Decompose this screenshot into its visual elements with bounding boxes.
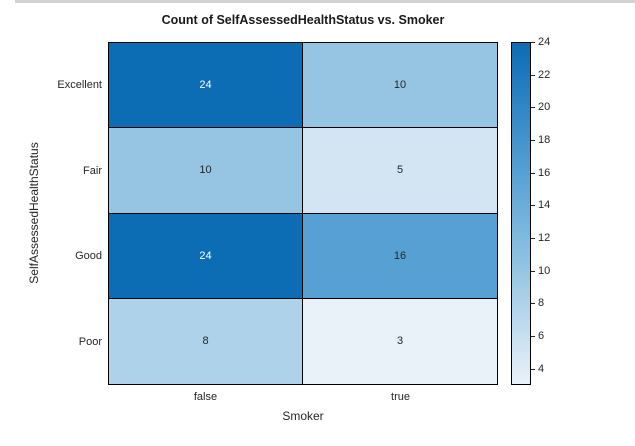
heatmap-cell: 10	[303, 43, 497, 129]
colorbar-tick-mark	[531, 74, 535, 76]
colorbar-tick-label: 22	[538, 68, 551, 81]
colorbar-tick-mark	[531, 368, 535, 370]
heatmap-cell-value: 10	[393, 79, 407, 92]
heatmap-cell: 3	[303, 298, 497, 384]
colorbar	[511, 42, 531, 385]
colorbar-tick-mark	[531, 238, 535, 239]
heatmap-cell-value: 24	[199, 249, 212, 262]
colorbar-tick-mark	[531, 205, 535, 207]
y-tick-label: Excellent	[57, 78, 102, 91]
heatmap-cell: 24	[109, 213, 303, 299]
x-axis-label: Smoker	[282, 409, 324, 423]
colorbar-tick-mark	[531, 336, 535, 337]
colorbar-tick-label: 8	[538, 297, 545, 310]
window-top-border	[15, 0, 635, 3]
colorbar-tick-label: 4	[538, 362, 545, 375]
heatmap-cell-value: 8	[202, 335, 209, 348]
heatmap-cell-value: 5	[396, 164, 404, 177]
heatmap-cell: 16	[303, 213, 497, 299]
colorbar-tick-label: 24	[538, 36, 551, 48]
colorbar-tick-mark	[531, 140, 535, 141]
heatmap-cell-value: 3	[396, 335, 404, 348]
heatmap-cell: 8	[109, 298, 303, 384]
colorbar-tick-mark	[531, 172, 535, 174]
x-tick-label: true	[391, 391, 410, 403]
heatmap-grid: 24 10 10 5 24 16 8 3	[108, 42, 498, 385]
y-axis-label: SelfAssessedHealthStatus	[27, 142, 41, 284]
colorbar-tick-label: 10	[538, 264, 551, 277]
chart-title: Count of SelfAssessedHealthStatus vs. Sm…	[161, 13, 445, 27]
heatmap-cell-value: 16	[393, 249, 407, 262]
colorbar-tick-label: 16	[538, 166, 551, 179]
y-tick-label: Fair	[83, 164, 102, 177]
colorbar-tick-mark	[531, 107, 535, 109]
y-tick-label: Poor	[78, 336, 102, 349]
colorbar-tick-label: 14	[538, 199, 551, 212]
y-tick-label: Good	[75, 250, 102, 263]
heatmap-cell: 24	[109, 43, 303, 129]
colorbar-tick-mark	[531, 270, 535, 272]
heatmap-cell-value: 10	[199, 164, 212, 177]
heatmap-cell: 5	[303, 128, 497, 214]
heatmap-cell: 10	[109, 128, 303, 214]
colorbar-tick-label: 20	[538, 101, 551, 114]
colorbar-tick-label: 18	[538, 134, 551, 146]
heatmap-cell-value: 24	[199, 79, 212, 92]
colorbar-tick-label: 6	[538, 330, 545, 342]
colorbar-tick-mark	[531, 42, 535, 43]
colorbar-tick-label: 12	[538, 232, 551, 244]
x-tick-label: false	[193, 391, 218, 403]
colorbar-tick-mark	[531, 303, 535, 305]
